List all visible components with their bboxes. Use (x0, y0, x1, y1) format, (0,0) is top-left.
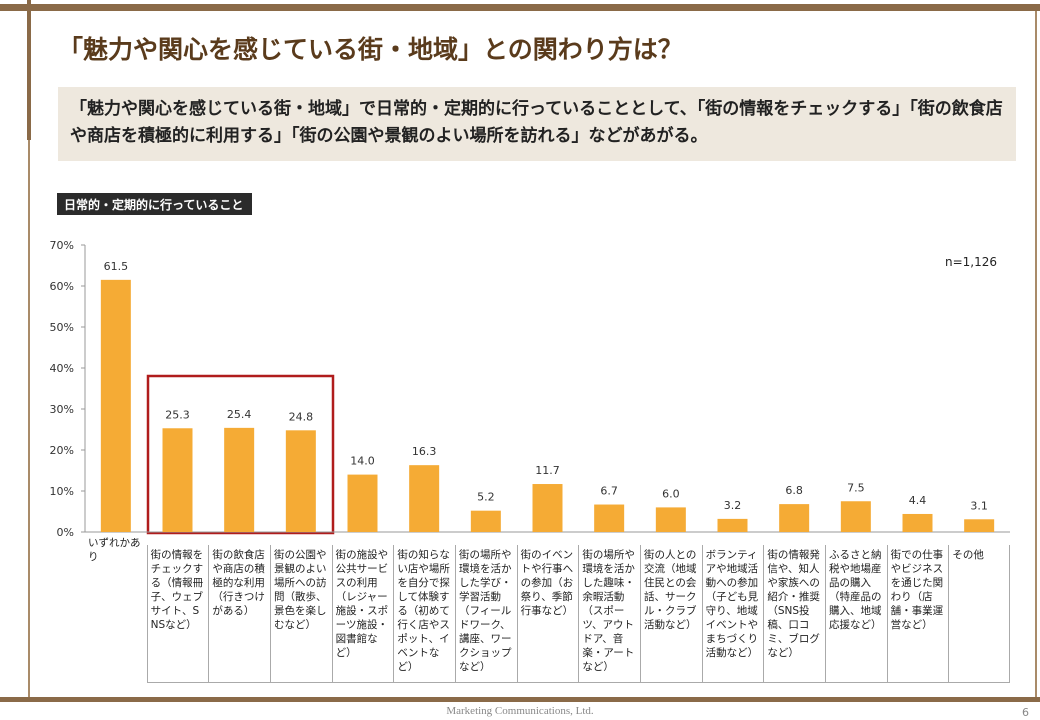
bar (902, 513, 933, 532)
x-tick-label: ふるさと納税や地場産品の購入（特産品の購入、地域応援など） (825, 545, 887, 683)
value-label: 6.0 (662, 487, 680, 500)
bar (224, 427, 255, 532)
y-tick-label: 0% (57, 526, 74, 539)
value-label: 11.7 (535, 464, 560, 477)
x-tick-label: ボランティアや地域活動への参加（子ども見守り、地域イベントやまちづくり活動など） (701, 545, 764, 683)
x-tick-label: 街の施設や公共サービスの利用（レジャー施設・スポーツ施設・図書館など） (331, 545, 394, 683)
left-accent (27, 0, 31, 140)
bar (717, 518, 748, 532)
value-label: 5.2 (477, 491, 495, 504)
bar (100, 279, 131, 532)
x-tick-label: 街の場所や環境を活かした趣味・余暇活動（スポーツ、アウトドア、音楽・アートなど） (578, 545, 640, 683)
x-tick-label: 街のイベントや行事への参加（お祭り、季節行事など） (516, 545, 579, 683)
value-label: 7.5 (847, 481, 865, 494)
bar (655, 507, 686, 532)
value-label: 16.3 (412, 445, 437, 458)
bar (594, 504, 625, 532)
bar (409, 465, 440, 532)
y-tick-label: 60% (50, 280, 74, 293)
x-tick-label: いずれかあり (88, 537, 141, 563)
value-label: 25.4 (227, 408, 252, 421)
value-label: 14.0 (350, 455, 375, 468)
x-tick-label: 街の場所や環境を活かした学び・学習活動（フィールドワーク、講座、ワークショップな… (455, 545, 517, 683)
section-label: 日常的・定期的に行っていること (64, 197, 243, 212)
top-border (0, 4, 1040, 11)
footer: Marketing Communications, Ltd. (446, 705, 594, 717)
value-label: 6.7 (600, 485, 618, 498)
x-tick-label: 街の飲食店や商店の積極的な利用（行きつけがある） (208, 545, 270, 683)
slide-title: 「魅力や関心を感じている街・地域」との関わり方は？ (58, 35, 683, 64)
y-tick-label: 50% (50, 321, 74, 334)
value-label: 61.5 (104, 260, 129, 273)
bar (964, 519, 995, 532)
bottom-border (0, 697, 1040, 702)
value-label: 3.2 (724, 499, 742, 512)
value-label: 25.3 (165, 408, 190, 421)
x-tick-label: その他 (948, 545, 1010, 683)
bar (470, 510, 501, 532)
value-label: 4.4 (909, 494, 927, 507)
page-number: 6 (1022, 706, 1029, 719)
y-tick-label: 10% (50, 485, 74, 498)
bar (779, 504, 810, 532)
x-tick-label: 街の知らない店や場所を自分で探して体験する（初めて行く店やスポット、イベントなど… (393, 545, 455, 683)
value-label: 3.1 (970, 499, 988, 512)
bar (285, 430, 316, 532)
bar (347, 474, 378, 532)
bar (532, 484, 563, 532)
y-tick-label: 20% (50, 444, 74, 457)
x-tick-label: 街の情報発信や、知人や家族への紹介・推奨（SNS投稿、口コミ、ブログなど） (763, 545, 825, 683)
y-tick-label: 70% (50, 239, 74, 252)
value-label: 24.8 (289, 410, 314, 423)
x-tick-label: 街の情報をチェックする（情報冊子、ウェブサイト、SNSなど） (146, 545, 209, 683)
subtitle: 「魅力や関心を感じている街・地域」で日常的・定期的に行っていることとして、「街の… (70, 99, 1003, 146)
x-tick-label: 街での仕事やビジネスを通じた関わり（店舗・事業運営など） (886, 545, 949, 683)
sample-note: n=1,126 (945, 255, 997, 269)
section-label-box (57, 193, 252, 215)
bar (162, 428, 193, 532)
value-label: 6.8 (785, 484, 803, 497)
highlight-box (146, 374, 335, 535)
bar (840, 501, 871, 532)
x-tick-label: 街の人との交流（地域住民との会話、サークル・クラブ活動など） (640, 545, 702, 683)
x-tick-label: 街の公園や景観のよい場所への訪問（散歩、景色を楽しむなど） (270, 545, 332, 683)
y-tick-label: 40% (50, 362, 74, 375)
y-tick-label: 30% (50, 403, 74, 416)
subtitle-box (58, 87, 1016, 161)
